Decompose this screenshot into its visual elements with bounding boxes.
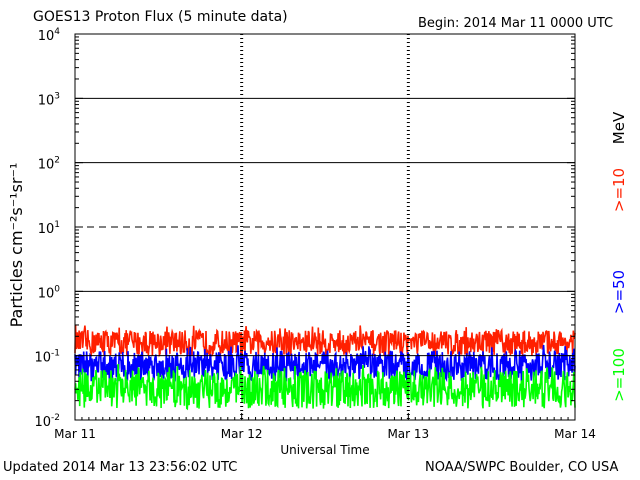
- y-tick-label-5: 103: [38, 91, 60, 108]
- legend-item-2: >=100: [610, 348, 628, 402]
- unit-label: MeV: [610, 111, 628, 144]
- chart-title: GOES13 Proton Flux (5 minute data): [33, 9, 288, 25]
- legend-item-1: >=50: [610, 270, 628, 314]
- y-tick-label-0: 10-2: [34, 413, 60, 430]
- y-tick-label-1: 10-1: [34, 349, 60, 366]
- series-line-0: [74, 325, 576, 358]
- x-tick-label-2: Mar 13: [387, 427, 429, 441]
- x-tick-label-3: Mar 14: [554, 427, 596, 441]
- y-axis-label: Particles cm⁻²s⁻¹sr⁻¹: [7, 163, 26, 328]
- series-line-1: [74, 344, 576, 383]
- x-tick-label-0: Mar 11: [54, 427, 96, 441]
- grid-layer: [75, 34, 575, 420]
- y-tick-label-6: 104: [38, 27, 61, 44]
- begin-time: Begin: 2014 Mar 11 0000 UTC: [418, 16, 614, 31]
- credit-text: NOAA/SWPC Boulder, CO USA: [425, 460, 619, 475]
- y-tick-label-4: 102: [38, 156, 60, 173]
- y-ticks: 10-2 10-1 100 101 102 103 104: [34, 27, 575, 430]
- legend-item-0: >=10: [610, 168, 628, 212]
- legend: >=10 >=50 >=100: [610, 168, 628, 402]
- series-line-2: [74, 363, 576, 411]
- x-axis-label: Universal Time: [280, 443, 369, 457]
- y-tick-label-2: 100: [38, 284, 61, 301]
- series-layer: [74, 325, 576, 411]
- updated-time: Updated 2014 Mar 13 23:56:02 UTC: [3, 460, 238, 475]
- x-tick-label-1: Mar 12: [221, 427, 263, 441]
- x-ticks: Mar 11 Mar 12 Mar 13 Mar 14: [54, 413, 596, 441]
- y-tick-label-3: 101: [38, 220, 60, 237]
